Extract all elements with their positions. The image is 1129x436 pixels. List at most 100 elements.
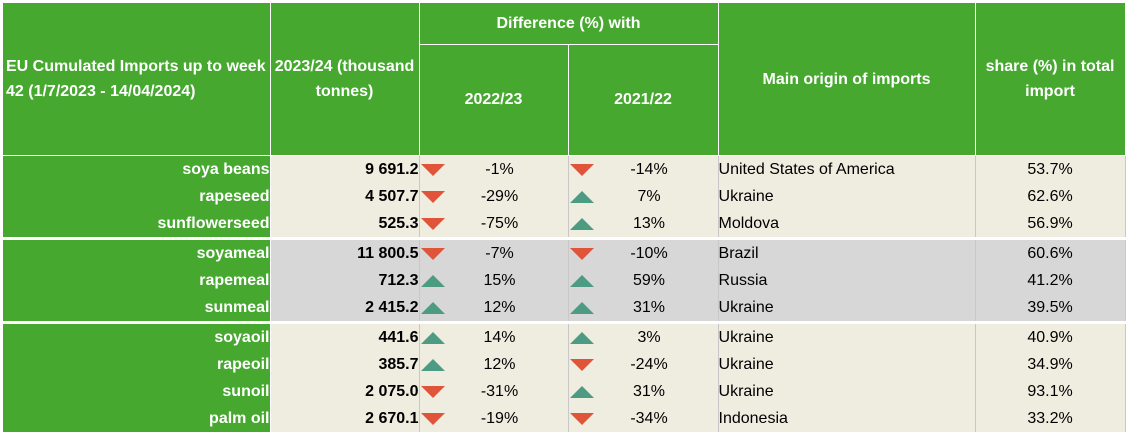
triangle-up-icon xyxy=(569,190,594,203)
volume-value: 2 670.1 xyxy=(270,405,420,432)
diff-prev1-cell: -1% xyxy=(419,155,569,183)
triangle-up-icon xyxy=(420,331,445,344)
table-body: soya beans 9 691.2 -1% -14% United States of… xyxy=(3,155,1126,432)
table-row: sunflowerseed 525.3 -75% 13% Moldova 56.9% xyxy=(3,210,1126,239)
triangle-down-icon xyxy=(420,217,445,230)
diff-prev1-value: -75% xyxy=(480,214,519,232)
origin-country: Brazil xyxy=(718,237,976,267)
triangle-down-icon xyxy=(420,163,445,176)
triangle-up-icon xyxy=(569,274,594,287)
table-row: rapeseed 4 507.7 -29% 7% Ukraine 62.6% xyxy=(3,183,1126,210)
origin-country: Indonesia xyxy=(718,405,976,432)
diff-prev2-cell: 31% xyxy=(568,378,719,405)
diff-prev1-value: -7% xyxy=(485,244,514,262)
diff-prev2-cell: -14% xyxy=(568,155,719,183)
share-value: 39.5% xyxy=(975,294,1126,323)
product-name: rapeoil xyxy=(3,351,271,378)
diff-prev1-value: 12% xyxy=(483,298,516,316)
product-name: sunmeal xyxy=(3,294,271,323)
volume-value: 11 800.5 xyxy=(270,237,420,267)
triangle-down-icon xyxy=(420,385,445,398)
triangle-down-icon xyxy=(569,247,594,260)
diff-prev1-cell: 12% xyxy=(419,351,569,378)
diff-prev2-value: -34% xyxy=(630,409,668,427)
triangle-up-icon xyxy=(569,331,594,344)
diff-prev1-value: -29% xyxy=(480,187,519,205)
diff-prev1-value: -31% xyxy=(480,382,519,400)
diff-prev1-value: -19% xyxy=(480,409,519,427)
product-name: sunoil xyxy=(3,378,271,405)
diff-prev2-cell: 7% xyxy=(568,183,719,210)
product-name: rapeseed xyxy=(3,183,271,210)
volume-value: 441.6 xyxy=(270,321,420,351)
table-row: soyameal 11 800.5 -7% -10% Brazil 60.6% xyxy=(3,237,1126,267)
diff-prev2-value: 3% xyxy=(637,328,661,346)
diff-prev2-value: -24% xyxy=(630,355,668,373)
diff-prev2-value: -14% xyxy=(630,160,668,178)
diff-prev2-cell: 59% xyxy=(568,267,719,294)
product-name: sunflowerseed xyxy=(3,210,271,239)
share-value: 53.7% xyxy=(975,155,1126,183)
diff-prev1-cell: -75% xyxy=(419,210,569,239)
triangle-up-icon xyxy=(569,217,594,230)
origin-country: Ukraine xyxy=(718,294,976,323)
share-value: 41.2% xyxy=(975,267,1126,294)
table-title: EU Cumulated Imports up to week 42 (1/7/… xyxy=(3,3,271,156)
volume-value: 2 075.0 xyxy=(270,378,420,405)
volume-header: 2023/24 (thousand tonnes) xyxy=(270,3,420,156)
diff-prev2-value: -10% xyxy=(630,244,668,262)
share-value: 33.2% xyxy=(975,405,1126,432)
diff-prev2-cell: -24% xyxy=(568,351,719,378)
diff-prev1-cell: 12% xyxy=(419,294,569,323)
diff-prev1-cell: -31% xyxy=(419,378,569,405)
volume-value: 385.7 xyxy=(270,351,420,378)
triangle-down-icon xyxy=(420,190,445,203)
table-row: sunmeal 2 415.2 12% 31% Ukraine 39.5% xyxy=(3,294,1126,323)
triangle-down-icon xyxy=(420,247,445,260)
table-row: rapemeal 712.3 15% 59% Russia 41.2% xyxy=(3,267,1126,294)
diff-prev1-cell: 14% xyxy=(419,321,569,351)
product-name: palm oil xyxy=(3,405,271,432)
diff-prev1-value: 15% xyxy=(483,271,516,289)
table-row: palm oil 2 670.1 -19% -34% Indonesia 33.2% xyxy=(3,405,1126,432)
diff-prev1-value: 14% xyxy=(483,328,516,346)
volume-value: 4 507.7 xyxy=(270,183,420,210)
diff-prev1-value: -1% xyxy=(485,160,514,178)
triangle-up-icon xyxy=(420,358,445,371)
diff-prev1-cell: -29% xyxy=(419,183,569,210)
table-row: rapeoil 385.7 12% -24% Ukraine 34.9% xyxy=(3,351,1126,378)
triangle-down-icon xyxy=(569,358,594,371)
volume-value: 9 691.2 xyxy=(270,155,420,183)
triangle-up-icon xyxy=(569,385,594,398)
share-value: 62.6% xyxy=(975,183,1126,210)
diff-prev2-cell: 31% xyxy=(568,294,719,323)
origin-country: United States of America xyxy=(718,155,976,183)
origin-header: Main origin of imports xyxy=(718,3,976,156)
diff-prev2-value: 7% xyxy=(637,187,661,205)
origin-country: Ukraine xyxy=(718,351,976,378)
origin-country: Ukraine xyxy=(718,378,976,405)
imports-table: EU Cumulated Imports up to week 42 (1/7/… xyxy=(3,3,1126,432)
origin-country: Moldova xyxy=(718,210,976,239)
diff-prev1-cell: -7% xyxy=(419,237,569,267)
diff-prev2-cell: 3% xyxy=(568,321,719,351)
triangle-up-icon xyxy=(569,301,594,314)
triangle-down-icon xyxy=(569,412,594,425)
diff-prev1-value: 12% xyxy=(483,355,516,373)
volume-value: 525.3 xyxy=(270,210,420,239)
product-name: soyameal xyxy=(3,237,271,267)
diff-prev2-cell: -10% xyxy=(568,237,719,267)
share-value: 40.9% xyxy=(975,321,1126,351)
diff-prev2-value: 13% xyxy=(632,214,666,232)
origin-country: Russia xyxy=(718,267,976,294)
difference-header: Difference (%) with xyxy=(419,3,719,45)
diff-prev2-value: 31% xyxy=(632,298,666,316)
share-value: 34.9% xyxy=(975,351,1126,378)
product-name: soya beans xyxy=(3,155,271,183)
triangle-down-icon xyxy=(420,412,445,425)
table-row: soyaoil 441.6 14% 3% Ukraine 40.9% xyxy=(3,321,1126,351)
diff-prev1-cell: -19% xyxy=(419,405,569,432)
triangle-up-icon xyxy=(420,274,445,287)
diff-prev2-value: 31% xyxy=(632,382,666,400)
triangle-down-icon xyxy=(569,163,594,176)
